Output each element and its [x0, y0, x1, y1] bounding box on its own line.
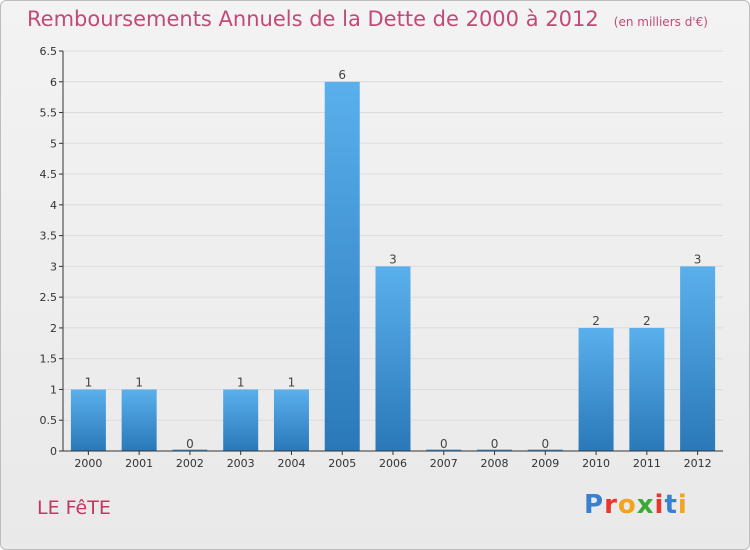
- x-tick-label: 2012: [684, 457, 712, 470]
- data-label: 3: [694, 252, 702, 266]
- data-label: 0: [491, 437, 499, 451]
- y-tick-label: 5: [50, 137, 57, 150]
- x-tick-label: 2010: [582, 457, 610, 470]
- bar: [121, 389, 157, 451]
- chart-title: Remboursements Annuels de la Dette de 20…: [27, 7, 599, 31]
- y-tick-label: 3: [50, 260, 57, 273]
- y-tick-label: 0.5: [40, 414, 58, 427]
- bar: [527, 449, 563, 451]
- y-tick-label: 0: [50, 445, 57, 458]
- data-label: 0: [440, 437, 448, 451]
- x-tick-label: 2000: [74, 457, 102, 470]
- data-label: 2: [643, 314, 651, 328]
- x-tick-label: 2008: [481, 457, 509, 470]
- proxiti-logo: Proxiti: [584, 490, 688, 520]
- x-tick-label: 2011: [633, 457, 661, 470]
- logo-letter: i: [677, 490, 688, 520]
- y-tick-label: 4: [50, 199, 57, 212]
- bar: [477, 449, 513, 451]
- bar: [578, 327, 614, 451]
- bar: [324, 81, 360, 452]
- bar: [223, 389, 259, 451]
- data-label: 1: [237, 375, 245, 389]
- data-label: 1: [135, 375, 143, 389]
- logo-letter: r: [604, 490, 618, 520]
- bar: [172, 449, 208, 451]
- title-block: Remboursements Annuels de la Dette de 20…: [27, 7, 708, 31]
- x-tick-label: 2002: [176, 457, 204, 470]
- x-tick-label: 2001: [125, 457, 153, 470]
- bar: [680, 266, 716, 451]
- logo-letter: o: [617, 490, 637, 520]
- x-tick-label: 2005: [328, 457, 356, 470]
- data-label: 3: [389, 252, 397, 266]
- x-tick-label: 2009: [531, 457, 559, 470]
- commune-name: LE FêTE: [37, 497, 111, 519]
- x-tick-label: 2004: [277, 457, 305, 470]
- x-tick-label: 2003: [227, 457, 255, 470]
- bar: [70, 389, 106, 451]
- y-tick-label: 2.5: [40, 291, 58, 304]
- y-tick-label: 1.5: [40, 353, 58, 366]
- bar: [375, 266, 411, 451]
- bar: [629, 327, 665, 451]
- labels: 00.511.522.533.544.555.566.5200012001120…: [40, 45, 712, 470]
- bars: [70, 81, 716, 452]
- y-tick-label: 5.5: [40, 107, 58, 120]
- x-tick-label: 2006: [379, 457, 407, 470]
- y-tick-label: 6: [50, 76, 57, 89]
- logo-letter: t: [664, 490, 678, 520]
- y-tick-label: 6.5: [40, 45, 58, 58]
- logo-letter: i: [654, 490, 665, 520]
- logo-letter: x: [636, 490, 655, 520]
- axes: [59, 50, 723, 455]
- y-tick-label: 1: [50, 383, 57, 396]
- y-tick-label: 2: [50, 322, 57, 335]
- chart-unit: (en milliers d'€): [613, 15, 708, 29]
- data-label: 2: [592, 314, 600, 328]
- logo-letter: P: [584, 490, 605, 520]
- data-label: 0: [541, 437, 549, 451]
- x-tick-label: 2007: [430, 457, 458, 470]
- y-tick-label: 4.5: [40, 168, 58, 181]
- bar: [426, 449, 462, 451]
- data-label: 6: [338, 68, 346, 82]
- y-tick-label: 3.5: [40, 230, 58, 243]
- data-label: 1: [85, 375, 93, 389]
- bar: [273, 389, 309, 451]
- data-label: 0: [186, 437, 194, 451]
- data-label: 1: [288, 375, 296, 389]
- bar-chart: 00.511.522.533.544.555.566.5200012001120…: [40, 45, 723, 470]
